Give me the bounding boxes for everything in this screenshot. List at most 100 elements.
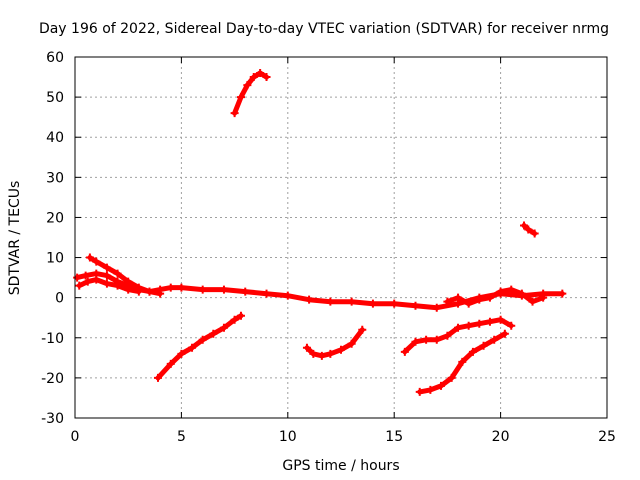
series-line	[155, 313, 244, 381]
data-point	[153, 373, 162, 382]
data-point	[500, 329, 509, 338]
x-tick-label: 5	[177, 429, 186, 445]
data-point	[454, 323, 463, 332]
data-point	[124, 277, 133, 286]
grid-lines	[75, 57, 607, 418]
data-point	[411, 337, 420, 346]
data-point	[520, 221, 529, 230]
data-point	[454, 293, 463, 302]
data-point	[283, 291, 292, 300]
data-point	[485, 293, 494, 302]
data-point	[305, 295, 314, 304]
axis-ticks: 0 5 10 15 20 25 -30 -20 -10 0 10 20 30 40 50 60	[41, 50, 616, 445]
y-tick-label: 0	[55, 291, 64, 307]
series-line	[444, 287, 546, 307]
data-point	[496, 287, 505, 296]
data-point	[490, 335, 499, 344]
series-arc-early-high	[85, 253, 165, 298]
series-arc-descending-left	[153, 311, 245, 382]
series-arc-peak	[230, 69, 271, 118]
data-point	[198, 285, 207, 294]
y-tick-label: 30	[46, 170, 64, 186]
data-point	[83, 277, 92, 286]
data-point	[347, 297, 356, 306]
y-tick-label: -10	[41, 331, 64, 347]
x-tick-label: 25	[598, 429, 616, 445]
series-arc-short-high	[520, 221, 539, 238]
data-point	[337, 345, 345, 354]
data-point	[302, 343, 311, 352]
series-arc-lowest-late	[415, 329, 509, 396]
data-point	[309, 349, 318, 358]
data-point	[400, 347, 409, 356]
data-point	[464, 299, 473, 308]
data-point	[188, 343, 197, 352]
data-point	[468, 347, 477, 356]
data-point	[249, 73, 258, 82]
data-point	[432, 335, 441, 344]
y-tick-label: 50	[46, 90, 64, 106]
y-tick-label: -30	[41, 411, 64, 427]
series-arc-dip-midday	[302, 325, 367, 360]
y-tick-label: 40	[46, 130, 64, 146]
data-point	[236, 93, 245, 102]
data-point	[236, 311, 245, 320]
data-point	[347, 339, 356, 348]
data-point	[517, 289, 526, 298]
data-point	[458, 357, 467, 366]
y-axis-title: SDTVAR / TECUs	[7, 181, 23, 296]
data-point	[243, 81, 252, 90]
data-point	[390, 299, 399, 308]
data-point	[124, 285, 133, 294]
data-point	[262, 289, 271, 298]
data-series	[73, 69, 567, 396]
data-point	[447, 373, 456, 382]
data-point	[177, 349, 186, 358]
data-point	[530, 229, 539, 238]
data-point	[426, 385, 435, 394]
data-point	[241, 287, 250, 296]
series-arc-early-low	[75, 275, 143, 296]
data-point	[134, 287, 143, 296]
data-point	[73, 273, 82, 282]
x-tick-label: 10	[279, 429, 297, 445]
data-point	[485, 317, 494, 326]
data-point	[166, 359, 175, 368]
data-point	[437, 381, 446, 390]
y-tick-label: 10	[46, 251, 64, 267]
x-tick-label: 0	[71, 429, 80, 445]
data-point	[539, 293, 548, 302]
data-point	[256, 69, 265, 78]
data-point	[368, 299, 377, 308]
data-point	[198, 335, 207, 344]
data-point	[411, 301, 420, 310]
data-point	[230, 109, 239, 118]
chart-title: Day 196 of 2022, Sidereal Day-to-day VTE…	[39, 21, 609, 37]
data-point	[475, 319, 484, 328]
data-point	[326, 297, 335, 306]
data-point	[81, 271, 90, 280]
data-point	[558, 289, 567, 298]
data-point	[358, 325, 367, 334]
x-axis-title: GPS time / hours	[282, 458, 399, 474]
data-point	[85, 253, 94, 262]
data-point	[92, 257, 101, 266]
data-point	[219, 285, 228, 294]
y-tick-label: 60	[46, 50, 64, 66]
data-point	[209, 329, 218, 338]
data-point	[177, 283, 186, 292]
data-point	[443, 297, 452, 306]
data-point	[415, 387, 424, 396]
data-point	[75, 281, 84, 290]
y-tick-label: -20	[41, 371, 64, 387]
data-point	[113, 281, 122, 290]
series-line	[232, 70, 269, 116]
y-tick-label: 20	[46, 210, 64, 226]
data-point	[262, 73, 271, 82]
data-point	[156, 289, 165, 298]
data-point	[475, 295, 484, 304]
data-point	[443, 331, 452, 340]
data-point	[326, 349, 335, 358]
data-point	[507, 321, 516, 330]
